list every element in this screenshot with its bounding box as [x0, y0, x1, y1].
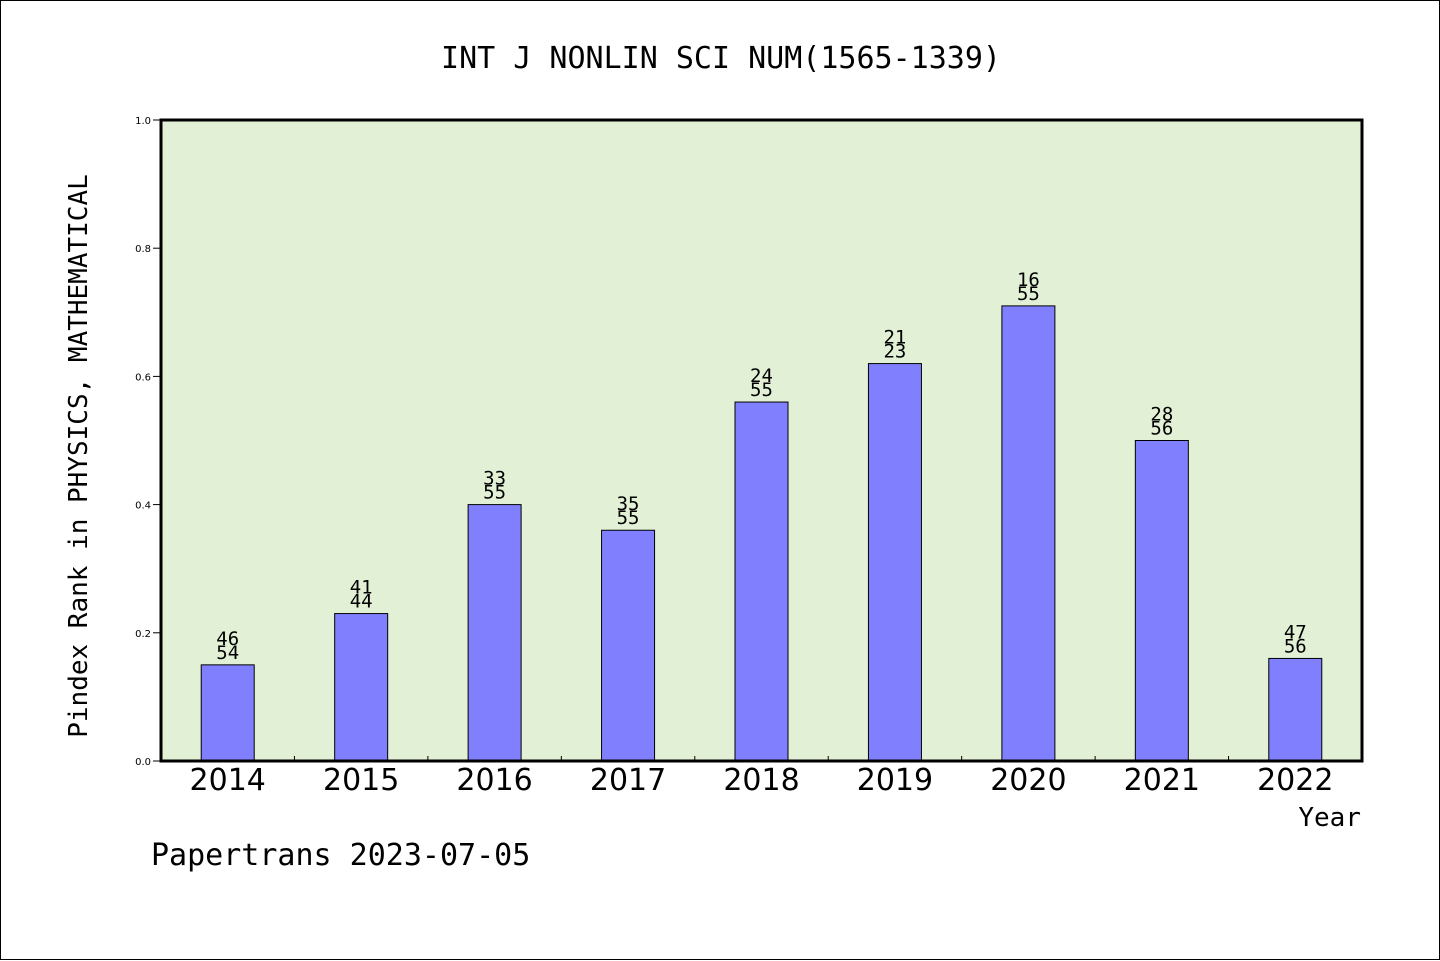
x-axis: 2014 2015 2016 2017 2018 2019 2020 2021 2022 [190, 756, 1333, 798]
bar-label-top: 24 [750, 365, 773, 387]
y-tick-label: 0.0 [135, 757, 151, 768]
bar-label-top: 33 [483, 468, 506, 490]
bar-label-top: 16 [1017, 269, 1040, 291]
x-tick-label: 2016 [456, 763, 532, 798]
bar-2018 [734, 401, 789, 762]
y-tick-label: 0.6 [135, 372, 151, 383]
bar-label-bottom: 56 [1284, 635, 1307, 657]
bar-label-top: 47 [1284, 621, 1307, 643]
bar-label-top: 41 [350, 577, 373, 599]
bar-label-top: 35 [617, 493, 640, 515]
bar-2015 [334, 613, 389, 762]
bar-2016 [467, 504, 522, 762]
x-tick-label: 2021 [1124, 763, 1200, 798]
bar-label-bottom: 56 [1150, 418, 1173, 440]
bar-2017 [601, 529, 656, 762]
bar-label-bottom: 55 [750, 379, 773, 401]
bar-2021 [1134, 440, 1189, 762]
y-axis: 0.0 0.2 0.4 0.6 0.8 1.0 [135, 116, 161, 768]
bar-label-top: 28 [1150, 404, 1173, 426]
y-axis-label: Pindex Rank in PHYSICS, MATHEMATICAL [64, 174, 94, 738]
bar-2019 [867, 363, 922, 762]
x-tick-label: 2019 [857, 763, 933, 798]
bar-label-bottom: 55 [483, 482, 506, 504]
bar-label-bottom: 55 [617, 507, 640, 529]
x-tick-label: 2015 [323, 763, 399, 798]
y-tick-label: 0.2 [135, 629, 151, 640]
x-tick-label: 2022 [1257, 763, 1333, 798]
y-tick-label: 0.8 [135, 244, 151, 255]
bar-label-bottom: 55 [1017, 283, 1040, 305]
y-tick-label: 1.0 [135, 116, 151, 127]
x-tick-label: 2020 [990, 763, 1066, 798]
footer-credit: Papertrans 2023-07-05 [151, 838, 530, 873]
y-tick-label: 0.4 [135, 501, 151, 512]
bar-label-bottom: 54 [216, 642, 239, 664]
bar-label-bottom: 23 [883, 341, 906, 363]
x-tick-label: 2014 [190, 763, 266, 798]
bar-2014 [200, 664, 255, 762]
bar-2020 [1001, 305, 1056, 762]
bar-label-bottom: 44 [350, 591, 373, 613]
x-axis-label: Year [1298, 803, 1361, 833]
bar-label-top: 46 [216, 628, 239, 650]
bar-label-top: 21 [883, 327, 906, 349]
bar-2022 [1268, 657, 1323, 762]
bars-group [200, 305, 1323, 762]
x-tick-label: 2017 [590, 763, 666, 798]
plot-border [159, 118, 1364, 763]
chart-title: INT J NONLIN SCI NUM(1565-1339) [441, 41, 1001, 76]
x-tick-label: 2018 [723, 763, 799, 798]
